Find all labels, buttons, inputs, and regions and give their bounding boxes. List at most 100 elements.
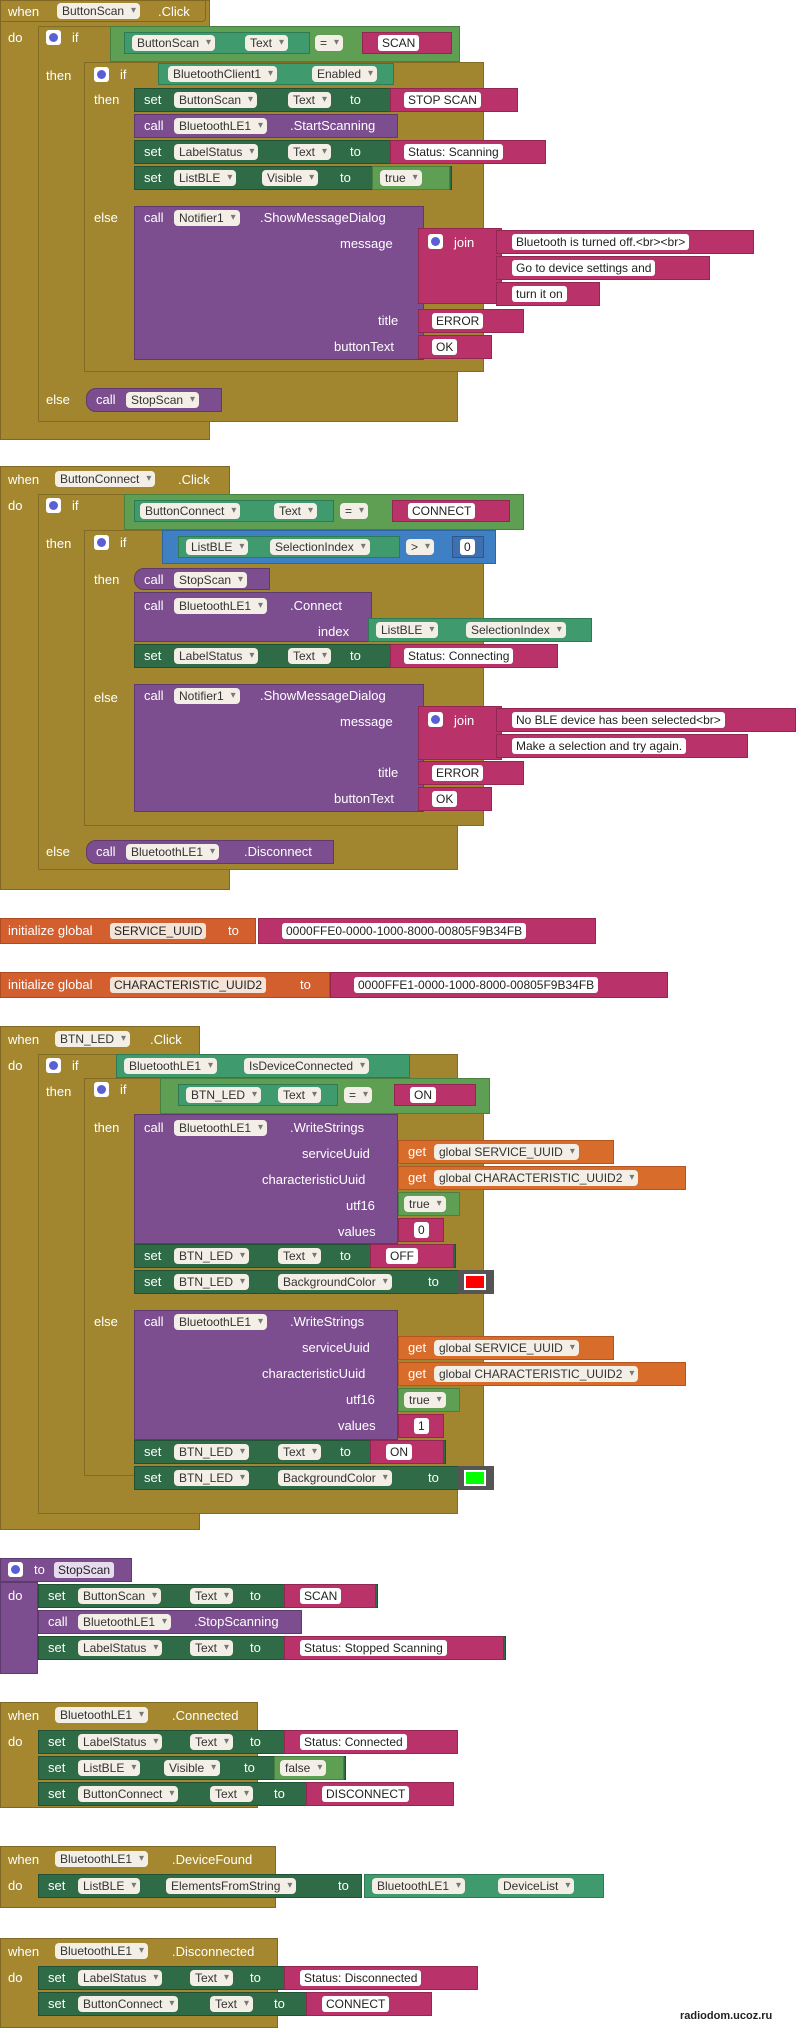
property-dropdown[interactable]: Text xyxy=(288,648,332,664)
mutator-gear-icon[interactable] xyxy=(46,30,61,45)
procedure-name-field[interactable]: StopScan xyxy=(54,1562,115,1578)
component-dropdown[interactable]: ButtonConnect xyxy=(78,1786,179,1802)
text-literal[interactable]: 0000FFE0-0000-1000-8000-00805F9B34FB xyxy=(282,923,527,939)
text-literal[interactable]: DISCONNECT xyxy=(322,1786,410,1802)
property-dropdown[interactable]: Text xyxy=(190,1970,234,1986)
component-dropdown[interactable]: LabelStatus xyxy=(78,1970,163,1986)
text-literal[interactable]: Status: Connected xyxy=(300,1734,407,1750)
property-dropdown[interactable]: SelectionIndex xyxy=(270,539,370,555)
component-dropdown[interactable]: LabelStatus xyxy=(174,144,259,160)
component-dropdown[interactable]: ButtonScan xyxy=(174,92,258,108)
component-dropdown[interactable]: ListBLE xyxy=(78,1760,141,1776)
property-dropdown[interactable]: Text xyxy=(190,1640,234,1656)
mutator-gear-icon[interactable] xyxy=(94,67,109,82)
property-dropdown[interactable]: BackgroundColor xyxy=(278,1274,392,1290)
text-literal[interactable]: turn it on xyxy=(512,286,567,302)
bool-dropdown[interactable]: true xyxy=(404,1392,446,1408)
global-name-field[interactable]: CHARACTERISTIC_UUID2 xyxy=(110,977,267,993)
green-color-swatch[interactable] xyxy=(464,1470,486,1486)
component-dropdown[interactable]: BTN_LED xyxy=(174,1444,250,1460)
component-dropdown[interactable]: BluetoothLE1 xyxy=(78,1614,172,1630)
text-literal[interactable]: CONNECT xyxy=(408,503,476,519)
component-dropdown[interactable]: BluetoothClient1 xyxy=(168,66,278,82)
property-dropdown[interactable]: Enabled xyxy=(312,66,378,82)
text-literal[interactable]: ON xyxy=(386,1444,412,1460)
mutator-gear-icon[interactable] xyxy=(8,1562,23,1577)
component-dropdown[interactable]: ButtonConnect xyxy=(140,503,241,519)
text-literal[interactable]: Status: Connecting xyxy=(404,648,514,664)
component-dropdown[interactable]: BluetoothLE1 xyxy=(174,598,268,614)
component-dropdown[interactable]: ButtonScan xyxy=(57,3,141,19)
text-literal[interactable]: 1 xyxy=(414,1418,429,1434)
text-literal[interactable]: CONNECT xyxy=(322,1996,390,2012)
component-dropdown[interactable]: ListBLE xyxy=(376,622,439,638)
component-dropdown[interactable]: ButtonConnect xyxy=(78,1996,179,2012)
text-literal[interactable]: Make a selection and try again. xyxy=(512,738,687,754)
text-literal[interactable]: Status: Stopped Scanning xyxy=(300,1640,447,1656)
text-literal[interactable]: 0 xyxy=(414,1222,429,1238)
property-dropdown[interactable]: Text xyxy=(245,35,289,51)
variable-dropdown[interactable]: global CHARACTERISTIC_UUID2 xyxy=(434,1366,639,1382)
procedure-dropdown[interactable]: StopScan xyxy=(174,572,248,588)
text-literal[interactable]: SCAN xyxy=(378,35,420,51)
property-dropdown[interactable]: BackgroundColor xyxy=(278,1470,392,1486)
text-literal[interactable]: OFF xyxy=(386,1248,418,1264)
mutator-gear-icon[interactable] xyxy=(94,1082,109,1097)
component-dropdown[interactable]: LabelStatus xyxy=(174,648,259,664)
text-literal[interactable]: Status: Disconnected xyxy=(300,1970,422,1986)
mutator-gear-icon[interactable] xyxy=(428,234,443,249)
component-dropdown[interactable]: BluetoothLE1 xyxy=(174,1120,268,1136)
property-dropdown[interactable]: Text xyxy=(210,1786,254,1802)
text-literal[interactable]: SCAN xyxy=(300,1588,342,1604)
property-dropdown[interactable]: Text xyxy=(278,1444,322,1460)
text-literal[interactable]: Status: Scanning xyxy=(404,144,503,160)
component-dropdown[interactable]: LabelStatus xyxy=(78,1734,163,1750)
mutator-gear-icon[interactable] xyxy=(428,712,443,727)
property-dropdown[interactable]: IsDeviceConnected xyxy=(244,1058,370,1074)
call-block[interactable] xyxy=(134,206,424,360)
text-literal[interactable]: ON xyxy=(410,1087,436,1103)
component-dropdown[interactable]: BTN_LED xyxy=(186,1087,262,1103)
text-literal[interactable]: ERROR xyxy=(432,765,484,781)
property-dropdown[interactable]: Text xyxy=(278,1087,322,1103)
property-dropdown[interactable]: Text xyxy=(288,92,332,108)
text-literal[interactable]: No BLE device has been selected<br> xyxy=(512,712,725,728)
component-dropdown[interactable]: BluetoothLE1 xyxy=(174,1314,268,1330)
operator-dropdown[interactable]: = xyxy=(344,1087,373,1103)
component-dropdown[interactable]: BluetoothLE1 xyxy=(174,118,268,134)
property-dropdown[interactable]: Text xyxy=(210,1996,254,2012)
text-literal[interactable]: Bluetooth is turned off.<br><br> xyxy=(512,234,690,250)
mutator-gear-icon[interactable] xyxy=(46,498,61,513)
component-dropdown[interactable]: BluetoothLE1 xyxy=(124,1058,218,1074)
component-dropdown[interactable]: ButtonScan xyxy=(132,35,216,51)
component-dropdown[interactable]: BTN_LED xyxy=(55,1031,131,1047)
variable-dropdown[interactable]: global SERVICE_UUID xyxy=(434,1340,579,1356)
property-dropdown[interactable]: Text xyxy=(274,503,318,519)
global-name-field[interactable]: SERVICE_UUID xyxy=(110,923,207,939)
component-dropdown[interactable]: ListBLE xyxy=(174,170,237,186)
component-dropdown[interactable]: Notifier1 xyxy=(174,688,240,704)
property-dropdown[interactable]: Text xyxy=(190,1588,234,1604)
component-dropdown[interactable]: BluetoothLE1 xyxy=(55,1707,149,1723)
text-literal[interactable]: OK xyxy=(432,791,458,807)
component-dropdown[interactable]: BluetoothLE1 xyxy=(126,844,220,860)
operator-dropdown[interactable]: = xyxy=(340,503,369,519)
component-dropdown[interactable]: BTN_LED xyxy=(174,1274,250,1290)
call-block[interactable] xyxy=(134,684,424,812)
component-dropdown[interactable]: BluetoothLE1 xyxy=(55,1943,149,1959)
variable-dropdown[interactable]: global SERVICE_UUID xyxy=(434,1144,579,1160)
procedure-dropdown[interactable]: StopScan xyxy=(126,392,200,408)
bool-dropdown[interactable]: false xyxy=(280,1760,327,1776)
operator-dropdown[interactable]: = xyxy=(315,35,344,51)
property-dropdown[interactable]: Visible xyxy=(262,170,319,186)
component-dropdown[interactable]: BTN_LED xyxy=(174,1248,250,1264)
component-dropdown[interactable]: ListBLE xyxy=(186,539,249,555)
component-dropdown[interactable]: Notifier1 xyxy=(174,210,240,226)
component-dropdown[interactable]: ButtonScan xyxy=(78,1588,162,1604)
property-dropdown[interactable]: Text xyxy=(278,1248,322,1264)
property-dropdown[interactable]: ElementsFromString xyxy=(166,1878,297,1894)
component-dropdown[interactable]: ListBLE xyxy=(78,1878,141,1894)
text-literal[interactable]: STOP SCAN xyxy=(404,92,481,108)
bool-dropdown[interactable]: true xyxy=(380,170,422,186)
number-literal[interactable]: 0 xyxy=(460,539,475,555)
